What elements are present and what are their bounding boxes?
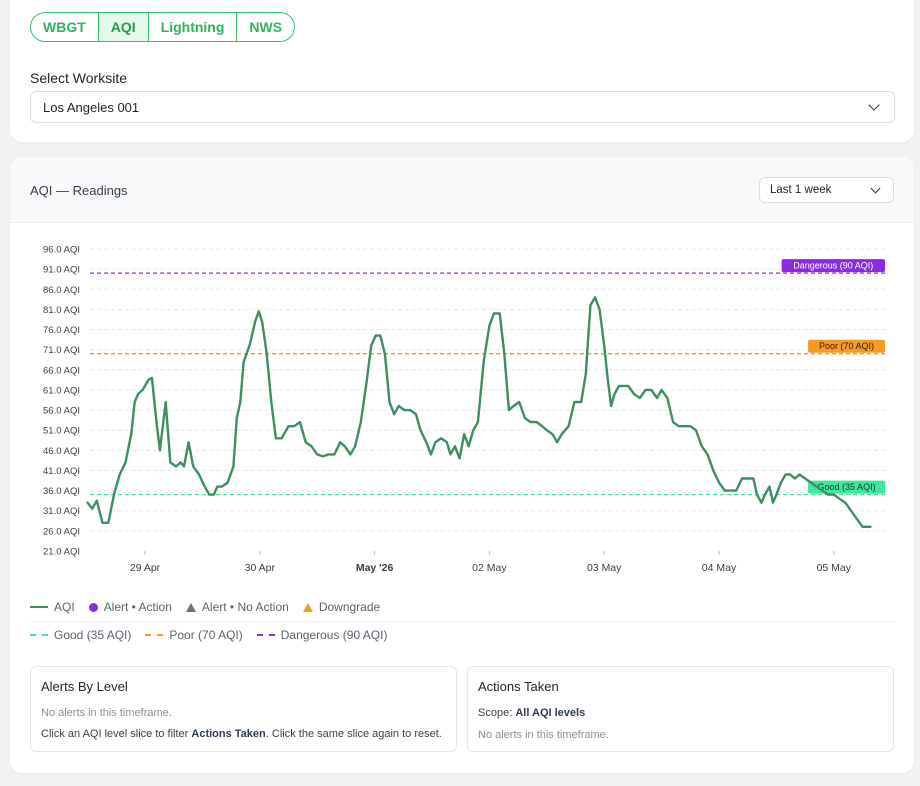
empty-message: No alerts in this timeframe. [478, 729, 609, 741]
legend-item-downgrade[interactable]: Downgrade [302, 600, 381, 614]
chart-header: AQI — Readings Last 1 week [10, 157, 914, 223]
x-tick-label: May '26 [356, 562, 394, 574]
legend-item-alert-action[interactable]: Alert • Action [88, 600, 172, 614]
y-tick-label: 91.0 AQI [43, 265, 80, 276]
y-tick-label: 76.0 AQI [43, 325, 80, 336]
y-tick-label: 36.0 AQI [43, 486, 80, 497]
chevron-down-icon [868, 99, 880, 111]
y-tick-label: 21.0 AQI [43, 547, 80, 558]
panel-title: Alerts By Level [41, 679, 128, 694]
sensor-type-tabs: WBGT AQI Lightning NWS [30, 12, 296, 42]
x-tick-label: 29 Apr [130, 562, 161, 574]
x-tick-label: 05 May [817, 562, 852, 574]
triangle-icon [302, 602, 313, 612]
tab-wbgt[interactable]: WBGT [43, 19, 86, 35]
aqi-chart-card: AQI — Readings Last 1 week 96.0 AQI 91.0 … [10, 157, 914, 773]
aqi-line-chart: 96.0 AQI 91.0 AQI 86.0 AQI 81.0 AQI 76.0 AQI… [43, 245, 885, 574]
triangle-icon [185, 602, 196, 612]
empty-message: No alerts in this timeframe. [41, 707, 172, 719]
worksite-card: WBGT AQI Lightning NWS Select Worksite L… [10, 0, 914, 142]
worksite-label: Select Worksite [30, 70, 127, 86]
threshold-label: Dangerous (90 AQI) [793, 261, 873, 271]
legend-label: Dangerous (90 AQI) [280, 628, 388, 642]
dashed-line-icon [256, 634, 275, 636]
x-tick-label: 30 Apr [245, 562, 276, 574]
worksite-value: Los Angeles 001 [43, 99, 140, 115]
legend-label: AQI [54, 600, 75, 614]
time-range-value: Last 1 week [770, 184, 832, 196]
threshold-label-badge [781, 259, 885, 273]
alerts-by-level-panel: Alerts By Level No alerts in this timefr… [30, 666, 457, 752]
hint-text: . Click the same slice again to reset. [265, 728, 442, 740]
x-tick-label: 03 May [587, 562, 622, 574]
tab-nws[interactable]: NWS [236, 13, 294, 41]
legend-label: Good (35 AQI) [54, 628, 132, 642]
y-tick-label: 41.0 AQI [43, 466, 80, 477]
y-tick-label: 46.0 AQI [43, 446, 80, 457]
dot-icon [88, 602, 98, 612]
legend-label: Alert • Action [103, 600, 172, 614]
x-tick-label: 04 May [702, 562, 737, 574]
y-tick-label: 26.0 AQI [43, 526, 80, 537]
hint-bold: Actions Taken [191, 728, 266, 740]
threshold-label: Poor (70 AQI) [819, 341, 874, 351]
legend-thresholds: Good (35 AQI) Poor (70 AQI) Dangerous (9… [30, 628, 387, 642]
legend-label: Alert • No Action [201, 600, 289, 614]
legend-item-aqi[interactable]: AQI [30, 600, 75, 614]
legend-series: AQI Alert • Action Alert • No Action Dow… [30, 600, 380, 614]
time-range-select[interactable]: Last 1 week [759, 177, 894, 203]
tab-aqi[interactable]: AQI [97, 13, 148, 41]
threshold-label-badge [808, 480, 885, 494]
actions-taken-panel: Actions Taken Scope: All AQI levels No a… [467, 666, 894, 752]
chart-title: AQI — Readings [30, 183, 128, 198]
hint-text: Click an AQI level slice to filter [41, 728, 192, 740]
tab-lightning[interactable]: Lightning [147, 13, 237, 41]
dashed-line-icon [145, 634, 164, 636]
panel-title: Actions Taken [478, 679, 559, 694]
dashed-line-icon [30, 634, 48, 636]
y-tick-label: 81.0 AQI [43, 305, 80, 316]
y-tick-label: 51.0 AQI [43, 426, 80, 437]
y-tick-label: 66.0 AQI [43, 365, 80, 376]
legend-divider [30, 621, 894, 622]
worksite-select[interactable]: Los Angeles 001 [30, 91, 895, 123]
threshold-label-badge [808, 339, 885, 353]
legend-item-dangerous[interactable]: Dangerous (90 AQI) [256, 628, 388, 642]
chevron-down-icon [870, 183, 881, 193]
y-tick-label: 31.0 AQI [43, 506, 80, 517]
legend-label: Downgrade [318, 600, 381, 614]
y-tick-label: 96.0 AQI [43, 245, 80, 256]
x-tick-label: 02 May [472, 562, 507, 574]
scope-label: Scope: [478, 707, 516, 719]
y-tick-label: 61.0 AQI [43, 385, 80, 396]
legend-item-poor[interactable]: Poor (70 AQI) [145, 628, 243, 642]
legend-item-good[interactable]: Good (35 AQI) [30, 628, 131, 642]
y-tick-label: 56.0 AQI [43, 406, 80, 417]
aqi-series-line [86, 296, 872, 528]
threshold-label: Good (35 AQI) [818, 482, 876, 492]
y-tick-label: 71.0 AQI [43, 345, 80, 356]
line-swatch-icon [30, 606, 48, 608]
y-tick-label: 86.0 AQI [43, 285, 80, 296]
filter-hint: Click an AQI level slice to filter Actio… [41, 728, 442, 740]
legend-label: Poor (70 AQI) [169, 628, 243, 642]
legend-item-alert-no-action[interactable]: Alert • No Action [185, 600, 289, 614]
scope-value: All AQI levels [515, 707, 586, 719]
scope-text: Scope: All AQI levels [478, 707, 585, 719]
